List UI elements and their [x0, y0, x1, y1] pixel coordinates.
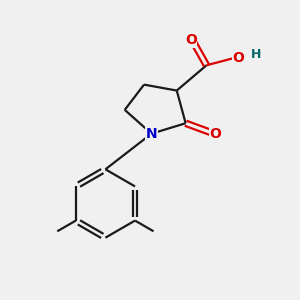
Text: O: O: [185, 33, 197, 47]
Text: H: H: [251, 48, 261, 61]
Text: N: N: [146, 127, 157, 141]
Text: O: O: [209, 127, 221, 141]
Text: O: O: [232, 51, 244, 65]
